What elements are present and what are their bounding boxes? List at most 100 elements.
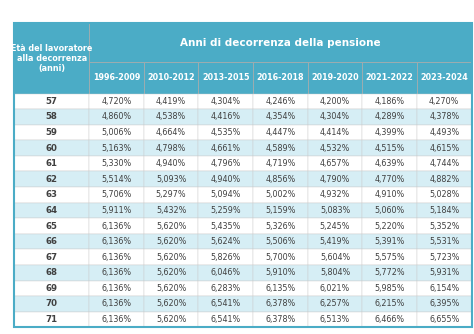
Text: 5,604%: 5,604% <box>320 253 350 262</box>
Bar <box>417 171 472 187</box>
Text: 5,002%: 5,002% <box>265 190 296 199</box>
Bar <box>14 265 89 281</box>
Bar <box>308 156 362 171</box>
Bar <box>308 312 362 327</box>
Bar <box>89 296 144 312</box>
Text: 4,719%: 4,719% <box>265 159 296 168</box>
Bar <box>144 281 199 296</box>
Text: 6,513%: 6,513% <box>320 315 350 324</box>
Text: 4,856%: 4,856% <box>265 175 295 184</box>
Bar <box>253 125 308 140</box>
Bar <box>417 109 472 125</box>
Text: 61: 61 <box>46 159 58 168</box>
Text: 4,246%: 4,246% <box>265 97 295 106</box>
Bar <box>89 218 144 234</box>
Text: Anni di decorrenza della pensione: Anni di decorrenza della pensione <box>180 38 381 47</box>
Text: 4,615%: 4,615% <box>429 144 459 153</box>
Text: 5,083%: 5,083% <box>320 206 350 215</box>
Text: 6,046%: 6,046% <box>210 268 241 277</box>
Bar <box>253 62 308 94</box>
Bar <box>362 218 417 234</box>
Bar <box>144 249 199 265</box>
Text: 6,136%: 6,136% <box>101 253 131 262</box>
Bar <box>89 265 144 281</box>
Bar <box>417 203 472 218</box>
Bar <box>308 187 362 203</box>
Bar <box>14 109 89 125</box>
Text: 4,414%: 4,414% <box>320 128 350 137</box>
Bar <box>253 234 308 249</box>
Bar <box>199 109 253 125</box>
Text: 5,706%: 5,706% <box>101 190 132 199</box>
Text: 60: 60 <box>46 144 58 153</box>
Bar <box>308 203 362 218</box>
Text: 1996-2009: 1996-2009 <box>93 73 140 82</box>
Bar <box>362 156 417 171</box>
Bar <box>362 125 417 140</box>
Text: 2013-2015: 2013-2015 <box>202 73 249 82</box>
Bar <box>89 187 144 203</box>
Bar <box>417 218 472 234</box>
Text: 4,882%: 4,882% <box>429 175 459 184</box>
Bar <box>417 140 472 156</box>
Bar <box>253 265 308 281</box>
Text: 5,159%: 5,159% <box>265 206 296 215</box>
Text: 5,419%: 5,419% <box>320 237 350 246</box>
Bar <box>308 125 362 140</box>
Bar <box>253 156 308 171</box>
Bar <box>89 156 144 171</box>
Text: 5,028%: 5,028% <box>429 190 459 199</box>
Bar <box>417 281 472 296</box>
Bar <box>144 140 199 156</box>
Text: 57: 57 <box>46 97 58 106</box>
Bar <box>14 156 89 171</box>
Text: 5,352%: 5,352% <box>429 221 460 230</box>
Text: 5,435%: 5,435% <box>210 221 241 230</box>
Text: 5,432%: 5,432% <box>156 206 186 215</box>
Text: 5,094%: 5,094% <box>210 190 241 199</box>
Bar <box>199 312 253 327</box>
Bar <box>253 109 308 125</box>
Bar <box>144 156 199 171</box>
Bar <box>199 94 253 109</box>
Bar <box>89 312 144 327</box>
Bar <box>199 125 253 140</box>
Bar <box>362 140 417 156</box>
Bar <box>199 296 253 312</box>
Text: 4,657%: 4,657% <box>320 159 350 168</box>
Text: 5,620%: 5,620% <box>156 253 186 262</box>
Text: 5,620%: 5,620% <box>156 284 186 293</box>
Text: 67: 67 <box>46 253 58 262</box>
Bar <box>14 203 89 218</box>
Bar <box>144 125 199 140</box>
Bar <box>362 187 417 203</box>
Text: 4,399%: 4,399% <box>374 128 405 137</box>
Text: 4,270%: 4,270% <box>429 97 459 106</box>
Text: 5,772%: 5,772% <box>374 268 405 277</box>
Text: 5,220%: 5,220% <box>374 221 405 230</box>
Text: 6,283%: 6,283% <box>210 284 241 293</box>
Bar <box>89 125 144 140</box>
Bar <box>308 94 362 109</box>
Bar <box>362 171 417 187</box>
Text: 69: 69 <box>46 284 58 293</box>
Bar <box>199 218 253 234</box>
Bar <box>253 203 308 218</box>
Bar <box>362 109 417 125</box>
Text: 5,326%: 5,326% <box>265 221 296 230</box>
Bar <box>253 218 308 234</box>
Text: 4,661%: 4,661% <box>210 144 241 153</box>
Bar <box>144 265 199 281</box>
Text: 2023-2024: 2023-2024 <box>420 73 468 82</box>
Bar <box>308 281 362 296</box>
Text: 5,006%: 5,006% <box>101 128 132 137</box>
Bar <box>89 140 144 156</box>
Bar <box>417 249 472 265</box>
Text: 4,639%: 4,639% <box>374 159 405 168</box>
Bar <box>89 109 144 125</box>
Bar <box>199 265 253 281</box>
Text: 2010-2012: 2010-2012 <box>147 73 195 82</box>
Bar <box>89 171 144 187</box>
Text: 5,723%: 5,723% <box>429 253 460 262</box>
Text: 59: 59 <box>46 128 58 137</box>
